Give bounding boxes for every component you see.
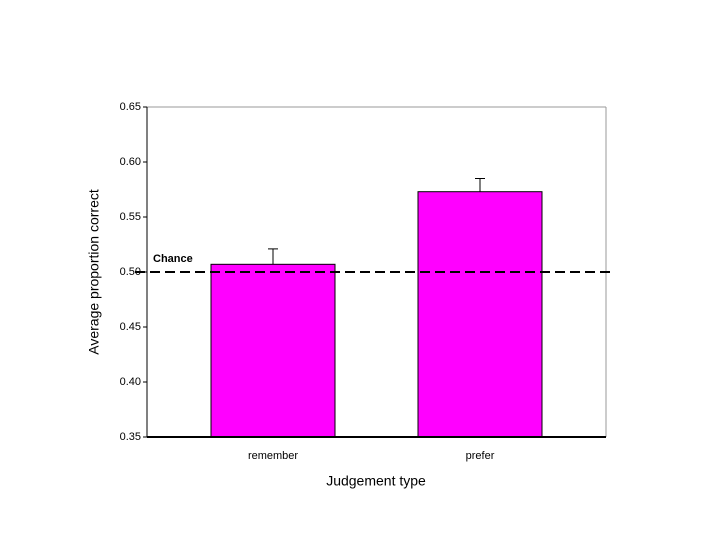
bar [210,263,336,438]
reference-label: Chance [153,253,193,265]
y-tick-label: 0.35 [120,431,141,443]
x-axis-title: Judgement type [326,473,426,489]
y-tick-label: 0.55 [120,211,141,223]
y-tick-label: 0.45 [120,321,141,333]
y-tick-label: 0.50 [120,266,141,278]
x-tick-label: remember [248,450,298,462]
y-tick-label: 0.40 [120,376,141,388]
x-tick-label: prefer [466,450,495,462]
y-tick-label: 0.65 [120,101,141,113]
y-axis-title: Average proportion correct [86,189,102,355]
bar [417,191,543,438]
y-tick-label: 0.60 [120,156,141,168]
